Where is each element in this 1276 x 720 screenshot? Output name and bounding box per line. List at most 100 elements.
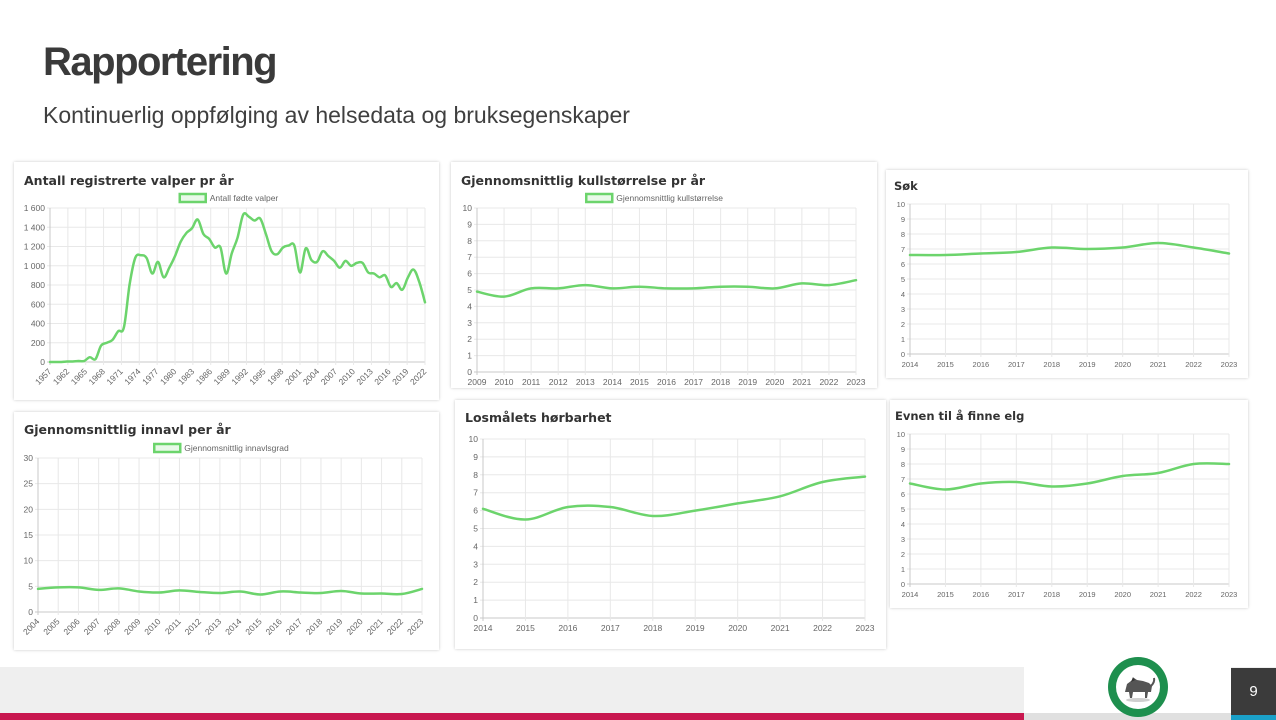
data-point-kull[interactable] (665, 286, 669, 290)
data-point-valper[interactable] (423, 300, 427, 304)
data-point-valper[interactable] (417, 280, 421, 284)
data-point-innavl[interactable] (177, 588, 181, 592)
data-point-innavl[interactable] (319, 591, 323, 595)
data-point-valper[interactable] (275, 252, 279, 256)
data-point-valper[interactable] (145, 256, 149, 260)
data-point-innavl[interactable] (218, 591, 222, 595)
data-point-valper[interactable] (361, 261, 365, 265)
data-point-sok[interactable] (943, 253, 947, 257)
data-point-valper[interactable] (207, 237, 211, 241)
data-point-innavl[interactable] (420, 587, 424, 591)
data-point-elg[interactable] (908, 482, 912, 486)
data-point-elg[interactable] (1121, 474, 1125, 478)
data-point-elg[interactable] (1085, 482, 1089, 486)
data-point-valper[interactable] (321, 249, 325, 253)
data-point-kull[interactable] (556, 286, 560, 290)
series-line-valper[interactable] (48, 212, 427, 364)
data-point-valper[interactable] (400, 288, 404, 292)
data-point-sok[interactable] (1085, 247, 1089, 251)
data-point-valper[interactable] (167, 266, 171, 270)
data-point-sok[interactable] (1192, 246, 1196, 250)
legend-label-valper[interactable]: Antall fødte valper (210, 193, 279, 203)
legend-label-innavl[interactable]: Gjennomsnittlig innavlsgrad (184, 443, 289, 453)
data-point-sok[interactable] (1014, 250, 1018, 254)
data-point-valper[interactable] (122, 325, 126, 329)
data-point-innavl[interactable] (400, 592, 404, 596)
data-point-elg[interactable] (1227, 462, 1231, 466)
data-point-kull[interactable] (800, 281, 804, 285)
data-point-valper[interactable] (343, 259, 347, 263)
data-point-kull[interactable] (475, 290, 479, 294)
data-point-los[interactable] (566, 505, 570, 509)
data-point-valper[interactable] (281, 245, 285, 249)
data-point-los[interactable] (693, 509, 697, 513)
data-point-valper[interactable] (128, 283, 132, 287)
data-point-sok[interactable] (1050, 246, 1054, 250)
data-point-valper[interactable] (395, 281, 399, 285)
legend-label-kull[interactable]: Gjennomsnittlig kullstørrelse (616, 193, 723, 203)
data-point-valper[interactable] (116, 329, 120, 333)
data-point-kull[interactable] (746, 285, 750, 289)
data-point-valper[interactable] (82, 359, 86, 363)
data-point-valper[interactable] (338, 266, 342, 270)
data-point-valper[interactable] (383, 273, 387, 277)
data-point-elg[interactable] (979, 482, 983, 486)
data-point-kull[interactable] (692, 286, 696, 290)
data-point-valper[interactable] (48, 360, 52, 364)
series-line-elg[interactable] (908, 462, 1231, 491)
data-point-valper[interactable] (59, 360, 63, 364)
data-point-innavl[interactable] (97, 588, 101, 592)
data-point-valper[interactable] (88, 355, 92, 359)
data-point-los[interactable] (778, 494, 782, 498)
data-point-kull[interactable] (773, 286, 777, 290)
data-point-valper[interactable] (54, 360, 58, 364)
data-point-valper[interactable] (76, 359, 80, 363)
data-point-kull[interactable] (854, 278, 858, 282)
data-point-elg[interactable] (1156, 471, 1160, 475)
data-point-los[interactable] (821, 480, 825, 484)
legend-swatch-innavl[interactable] (153, 442, 182, 454)
data-point-valper[interactable] (224, 271, 228, 275)
data-point-valper[interactable] (412, 268, 416, 272)
legend-swatch-kull[interactable] (585, 192, 614, 204)
data-point-valper[interactable] (406, 275, 410, 279)
data-point-valper[interactable] (201, 232, 205, 236)
data-point-valper[interactable] (258, 217, 262, 221)
data-point-valper[interactable] (304, 246, 308, 250)
data-point-innavl[interactable] (359, 592, 363, 596)
data-point-innavl[interactable] (56, 585, 60, 589)
data-point-valper[interactable] (218, 245, 222, 249)
series-line-innavl[interactable] (36, 585, 424, 596)
data-point-sok[interactable] (1121, 246, 1125, 250)
data-point-elg[interactable] (1192, 462, 1196, 466)
data-point-los[interactable] (481, 507, 485, 511)
data-point-valper[interactable] (236, 236, 240, 240)
data-point-valper[interactable] (71, 360, 75, 364)
data-point-innavl[interactable] (380, 592, 384, 596)
data-point-valper[interactable] (355, 261, 359, 265)
data-point-valper[interactable] (196, 218, 200, 222)
data-point-valper[interactable] (287, 244, 291, 248)
data-point-los[interactable] (651, 514, 655, 518)
series-line-los[interactable] (481, 475, 867, 521)
data-point-innavl[interactable] (279, 589, 283, 593)
data-point-los[interactable] (608, 505, 612, 509)
data-point-elg[interactable] (943, 488, 947, 492)
series-line-kull[interactable] (475, 278, 858, 298)
data-point-valper[interactable] (315, 260, 319, 264)
data-point-valper[interactable] (156, 260, 160, 264)
data-point-sok[interactable] (908, 253, 912, 257)
data-point-valper[interactable] (133, 256, 137, 260)
data-point-valper[interactable] (150, 271, 154, 275)
data-point-los[interactable] (736, 501, 740, 505)
data-point-valper[interactable] (270, 249, 274, 253)
data-point-valper[interactable] (65, 360, 69, 364)
data-point-valper[interactable] (213, 245, 217, 249)
data-point-kull[interactable] (583, 283, 587, 287)
data-point-valper[interactable] (190, 226, 194, 230)
data-point-elg[interactable] (1014, 480, 1018, 484)
data-point-innavl[interactable] (137, 589, 141, 593)
data-point-innavl[interactable] (157, 590, 161, 594)
data-point-valper[interactable] (292, 244, 296, 248)
data-point-los[interactable] (863, 475, 867, 479)
